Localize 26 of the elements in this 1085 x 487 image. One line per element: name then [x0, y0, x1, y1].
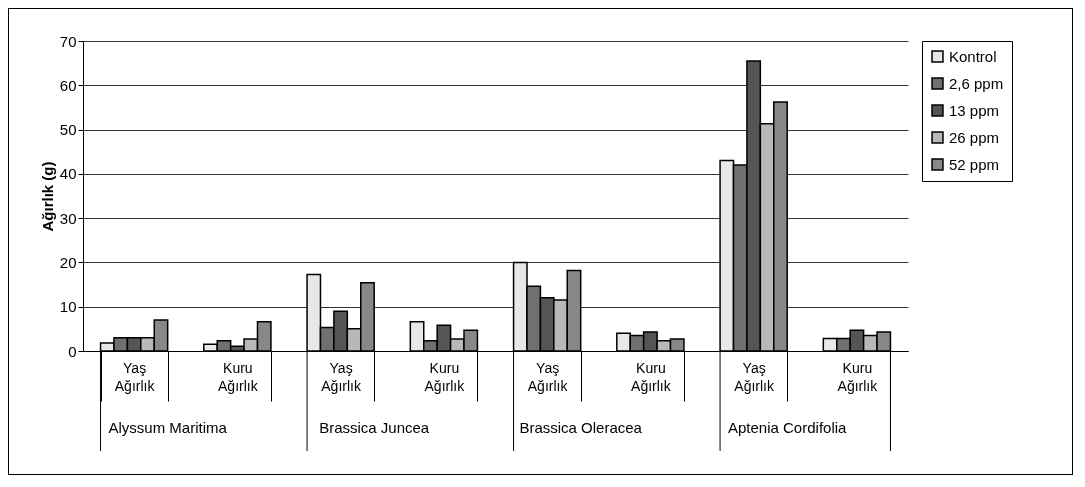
y-tick-label: 60 — [59, 76, 77, 94]
x-tick-label: Yaş Ağırlık — [321, 359, 362, 394]
x-tick-label: Yaş Ağırlık — [527, 359, 569, 394]
text: Alyssum Maritima — [108, 419, 228, 436]
x-tick-label: Kuru Ağırlık — [218, 359, 259, 394]
y-tick-label: 70 — [59, 32, 77, 50]
text: Brassica Juncea — [319, 419, 430, 436]
text: Aptenia Cordifolia — [727, 419, 848, 436]
x-tick-label: Yaş Ağırlık — [114, 359, 156, 394]
y-tick-label: 50 — [59, 121, 77, 139]
y-tick-label: 40 — [59, 165, 77, 183]
legend-label: 52 ppm — [949, 155, 1000, 173]
x-tick-label: Kuru Ağırlık — [424, 359, 466, 394]
y-tick-label: 0 — [68, 342, 77, 360]
y-tick-label: 10 — [59, 298, 77, 316]
text: Brassica Oleracea — [519, 419, 643, 436]
y-axis-title: Ağırlık (g) — [38, 161, 56, 232]
x-tick-label: Kuru Ağırlık — [837, 359, 879, 394]
y-tick-label: 30 — [59, 209, 77, 227]
x-tick-label: Kuru Ağırlık — [631, 359, 672, 394]
legend-label: 13 ppm — [949, 101, 1000, 119]
y-tick-label: 20 — [59, 253, 77, 271]
x-tick-label: Yaş Ağırlık — [734, 359, 775, 394]
legend-label: 26 ppm — [949, 128, 1000, 146]
legend-label: 2,6 ppm — [949, 74, 1004, 92]
legend-label: Kontrol — [949, 47, 997, 65]
